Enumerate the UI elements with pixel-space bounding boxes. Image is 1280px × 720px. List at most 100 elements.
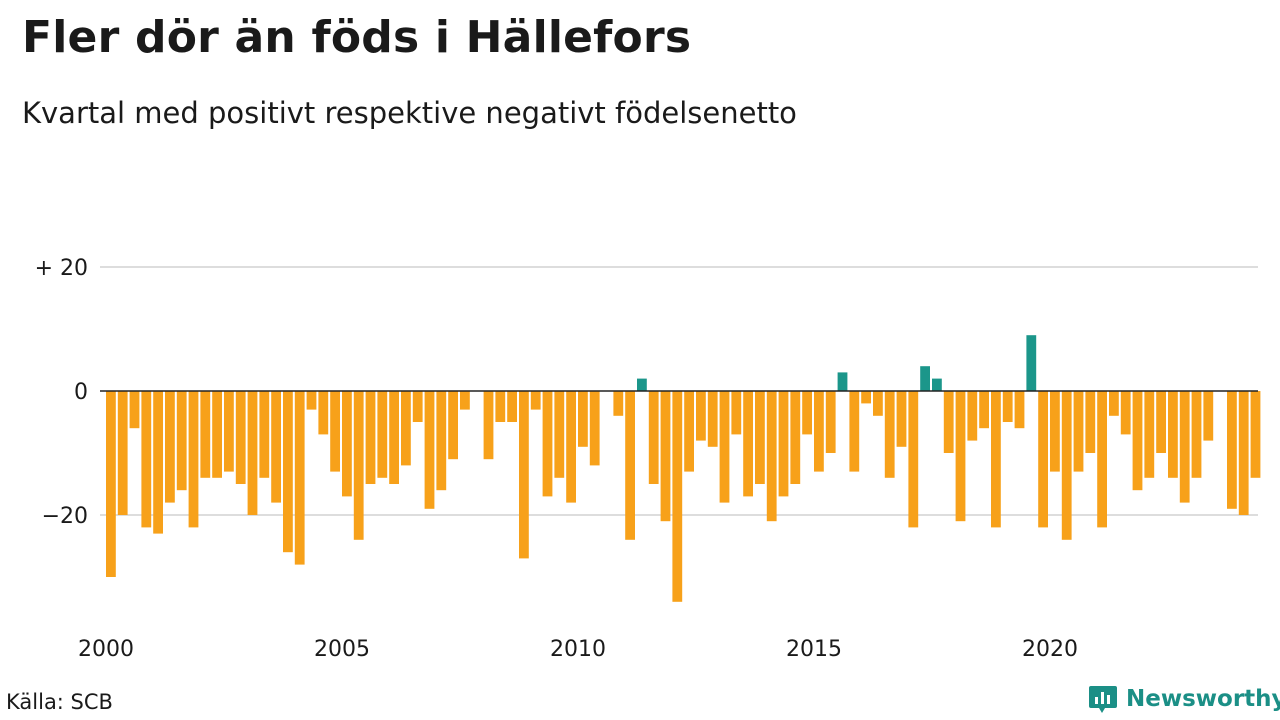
bar (1026, 335, 1037, 391)
bar (719, 391, 730, 503)
bar (495, 391, 506, 422)
bar-chart-bubble-icon (1089, 686, 1117, 713)
y-tick-label: −20 (42, 504, 88, 529)
bar (389, 391, 399, 484)
bar (235, 391, 246, 484)
bar (106, 391, 116, 577)
bar (294, 391, 305, 565)
x-tick-label: 2020 (1022, 637, 1078, 662)
bar (566, 391, 576, 503)
bar (483, 391, 494, 460)
chart-title: Fler dör än föds i Hällefors (22, 12, 692, 63)
x-tick-label: 2015 (786, 637, 842, 662)
bar (589, 391, 600, 466)
bar (1144, 391, 1155, 478)
bar (1168, 391, 1178, 478)
bar (554, 391, 565, 478)
bar-chart: + 20 0 −20 2000 2005 2010 2015 2020 (35, 256, 1261, 662)
bar (271, 391, 281, 503)
bar (884, 391, 895, 478)
bar (1109, 391, 1119, 416)
x-tick-label: 2000 (78, 637, 134, 662)
y-tick-label: + 20 (35, 256, 88, 281)
bar (424, 391, 435, 509)
bar (330, 391, 340, 472)
bar (1002, 391, 1013, 422)
source-label: Källa: SCB (6, 690, 113, 714)
x-tick-label: 2005 (314, 637, 370, 662)
bar (660, 391, 671, 522)
bar (318, 391, 329, 435)
bar (1097, 391, 1107, 528)
bar (200, 391, 211, 478)
bar (401, 391, 411, 466)
bar (1203, 391, 1214, 441)
bar (696, 391, 706, 441)
bar (1132, 391, 1143, 491)
bar (814, 391, 824, 472)
bar (825, 391, 836, 453)
bar (353, 391, 364, 540)
bar (1050, 391, 1060, 472)
bar (778, 391, 789, 497)
x-tick-label: 2010 (550, 637, 606, 662)
bar (117, 391, 128, 515)
bar (436, 391, 447, 491)
bar (861, 391, 871, 404)
bar (1085, 391, 1096, 453)
bar (342, 391, 352, 497)
bar (837, 372, 848, 391)
bar (365, 391, 376, 484)
bar (991, 391, 1001, 528)
bar (1227, 391, 1237, 509)
bar (908, 391, 919, 528)
bar (1238, 391, 1249, 515)
bar (920, 366, 930, 391)
bar (165, 391, 175, 503)
brand-logo: Newsworthy (1088, 684, 1280, 714)
bar (766, 391, 777, 522)
bar (460, 391, 470, 410)
bar (448, 391, 458, 460)
brand-name: Newsworthy (1126, 686, 1280, 712)
bar (247, 391, 258, 515)
bar (542, 391, 553, 497)
bar (1120, 391, 1131, 435)
bar (1038, 391, 1048, 528)
bar (1073, 391, 1084, 472)
y-tick-label: 0 (74, 380, 88, 405)
bar (613, 391, 624, 416)
bar (1191, 391, 1202, 478)
bar (979, 391, 989, 429)
bar (578, 391, 588, 447)
bar (849, 391, 860, 472)
bar (790, 391, 801, 484)
bar (283, 391, 293, 553)
bar (707, 391, 718, 447)
bar (896, 391, 907, 447)
bar (141, 391, 152, 528)
bar (412, 391, 423, 422)
bar (802, 391, 812, 435)
bar (212, 391, 222, 478)
bar (519, 391, 529, 559)
bar (1014, 391, 1025, 429)
bar (731, 391, 742, 435)
bar (755, 391, 765, 484)
bar (743, 391, 753, 497)
bar (530, 391, 541, 410)
chart-subtitle: Kvartal med positivt respektive negativt… (22, 96, 797, 130)
bar (637, 378, 647, 391)
bar (955, 391, 966, 522)
bar (684, 391, 694, 472)
bar (625, 391, 635, 540)
bar (932, 378, 942, 391)
bar (648, 391, 659, 484)
bar (943, 391, 954, 453)
bar (873, 391, 883, 416)
bar (153, 391, 163, 534)
bar (188, 391, 199, 528)
bar (967, 391, 978, 441)
bar (1250, 391, 1261, 478)
bar (1061, 391, 1072, 540)
